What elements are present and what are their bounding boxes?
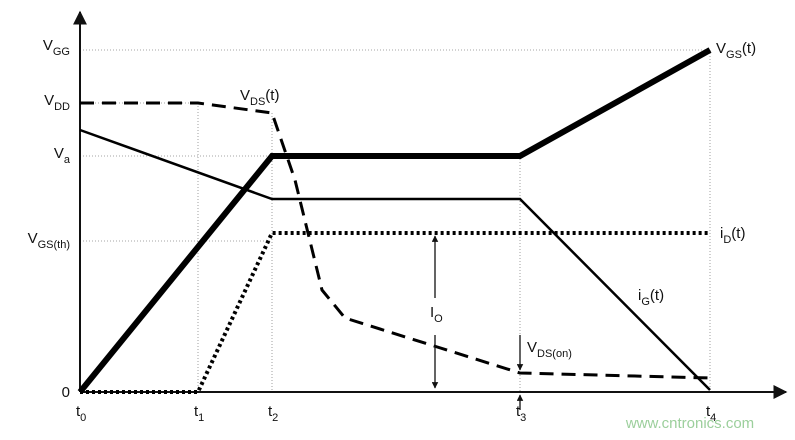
x-label-main: t bbox=[194, 403, 199, 420]
y-label-main: V bbox=[28, 230, 38, 247]
watermark: www.cntronics.com bbox=[625, 415, 754, 432]
y-label-main: V bbox=[44, 92, 54, 109]
y-label-sub: GS(th) bbox=[38, 239, 70, 251]
vds-label: VDS(t) bbox=[240, 87, 279, 108]
io-label-sub: O bbox=[434, 313, 443, 325]
x-label-sub: 2 bbox=[272, 412, 278, 424]
id-curve bbox=[80, 231, 710, 394]
x-label: t0 bbox=[76, 403, 86, 424]
io-label-main: I bbox=[430, 304, 434, 321]
y-label-main: V bbox=[43, 37, 53, 54]
ig-label: iG(t) bbox=[638, 287, 664, 308]
io-label: IO bbox=[430, 304, 443, 325]
x-label-main: t bbox=[516, 403, 521, 420]
vds-on-label-main: V bbox=[527, 339, 537, 356]
vgs-label-sub: GS bbox=[726, 49, 742, 61]
vds-curve bbox=[80, 101, 711, 380]
vgs-curve bbox=[77, 47, 712, 394]
vds-on-label: VDS(on) bbox=[527, 339, 572, 360]
x-label: t3 bbox=[516, 403, 526, 424]
id-label: iD(t) bbox=[720, 225, 745, 246]
x-label: t1 bbox=[194, 403, 204, 424]
id-label-main: i bbox=[720, 225, 723, 242]
y-label: VDD bbox=[44, 92, 70, 113]
vds-on-label-sub: DS(on) bbox=[537, 348, 572, 360]
y-label: VGS(th) bbox=[28, 230, 70, 251]
x-label: t4 bbox=[706, 403, 716, 424]
x-label-main: t bbox=[268, 403, 273, 420]
y-label: 0 bbox=[62, 384, 70, 401]
y-label-main: 0 bbox=[62, 384, 70, 401]
y-label: VGG bbox=[43, 37, 70, 58]
id-label-suffix: (t) bbox=[731, 225, 745, 242]
x-label-sub: 1 bbox=[198, 412, 204, 424]
y-label-sub: DD bbox=[54, 101, 70, 113]
y-label: Va bbox=[54, 145, 71, 166]
ig-label-main: i bbox=[638, 287, 641, 304]
y-label-sub: a bbox=[64, 154, 71, 166]
x-label: t2 bbox=[268, 403, 278, 424]
id-label-sub: D bbox=[723, 234, 731, 246]
vds-label-sub: DS bbox=[250, 96, 265, 108]
vgs-label-main: V bbox=[716, 40, 726, 57]
x-label-sub: 0 bbox=[80, 412, 86, 424]
vds-label-main: V bbox=[240, 87, 250, 104]
ig-label-suffix: (t) bbox=[650, 287, 664, 304]
vgs-label: VGS(t) bbox=[716, 40, 756, 61]
x-label-main: t bbox=[706, 403, 711, 420]
vgs-label-suffix: (t) bbox=[742, 40, 756, 57]
y-label-main: V bbox=[54, 145, 64, 162]
ig-label-sub: G bbox=[641, 296, 650, 308]
x-label-sub: 4 bbox=[710, 412, 716, 424]
y-label-sub: GG bbox=[53, 46, 70, 58]
x-label-main: t bbox=[76, 403, 81, 420]
ig-curve bbox=[79, 128, 711, 391]
x-label-sub: 3 bbox=[520, 412, 526, 424]
vds-label-suffix: (t) bbox=[265, 87, 279, 104]
